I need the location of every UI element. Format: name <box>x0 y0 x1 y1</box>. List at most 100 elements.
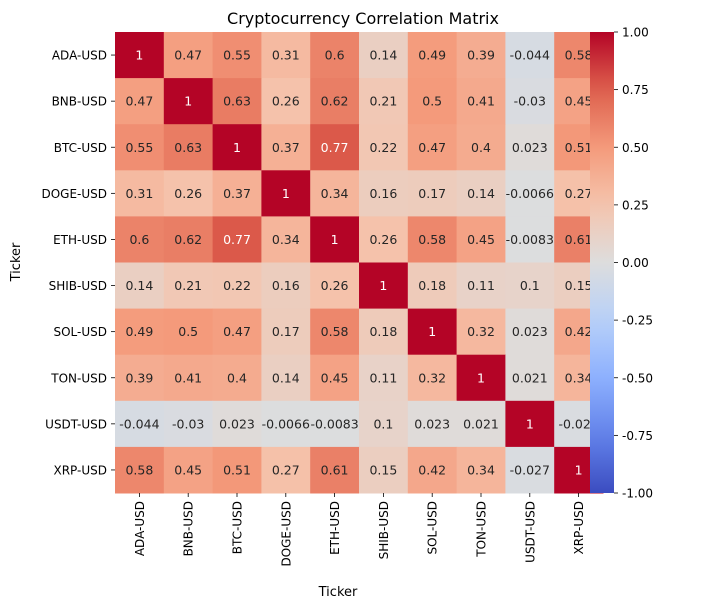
heatmap-cell <box>261 170 311 217</box>
heatmap-cell <box>359 400 409 448</box>
cell-value-label: -0.027 <box>558 416 598 431</box>
cell-value-label: 1 <box>526 416 534 431</box>
heatmap-cell <box>359 216 409 263</box>
colorbar-tick-label: 0.75 <box>622 83 649 97</box>
heatmap-cell <box>212 446 262 494</box>
cell-value-label: 0.021 <box>512 370 548 385</box>
heatmap-cell <box>456 170 506 217</box>
heatmap-cell <box>505 446 555 494</box>
cell-value-label: 0.47 <box>125 94 153 109</box>
cell-value-label: 0.27 <box>272 462 300 477</box>
cell-value-label: 0.21 <box>369 94 397 109</box>
cell-value-label: -0.0083 <box>310 416 358 431</box>
heatmap-cell <box>163 170 214 217</box>
heatmap-cell <box>212 308 262 356</box>
heatmap-cell <box>505 124 555 171</box>
heatmap-cell <box>115 124 165 171</box>
cell-value-label: 0.6 <box>325 48 345 63</box>
heatmap-cell <box>261 262 311 310</box>
cell-value-label: 0.42 <box>565 324 593 339</box>
cell-value-label: 0.16 <box>272 278 300 293</box>
heatmap-cell <box>310 354 360 402</box>
y-tick-label: SOL-USD <box>53 325 107 339</box>
cell-value-label: 0.22 <box>223 278 251 293</box>
cell-value-label: 0.22 <box>369 140 397 155</box>
cell-value-label: 0.61 <box>321 462 349 477</box>
colorbar-tick-label: -0.25 <box>622 314 653 328</box>
heatmap-cell <box>163 216 214 263</box>
cell-value-label: 0.023 <box>512 140 548 155</box>
cell-value-label: 0.021 <box>463 416 499 431</box>
cell-value-label: 0.77 <box>223 232 251 247</box>
cell-value-label: 0.1 <box>373 416 393 431</box>
heatmap-cell <box>359 308 409 356</box>
heatmap-cell <box>212 78 262 125</box>
cell-value-label: 0.31 <box>125 186 153 201</box>
heatmap-cell <box>456 32 506 79</box>
heatmap-cell <box>505 400 555 448</box>
heatmap-cell <box>310 78 360 125</box>
cell-value-label: 0.49 <box>418 48 446 63</box>
heatmap-cell <box>212 262 262 310</box>
cell-value-label: 0.63 <box>223 94 251 109</box>
cell-value-label: 1 <box>575 462 583 477</box>
cell-value-label: 0.16 <box>369 186 397 201</box>
y-tick-label: SHIB-USD <box>49 279 107 293</box>
cell-value-label: 0.21 <box>174 278 202 293</box>
colorbar-tick-label: 0.00 <box>622 256 649 270</box>
y-tick-label: DOGE-USD <box>41 187 107 201</box>
cell-value-label: 0.5 <box>178 324 198 339</box>
y-axis-label: Ticker <box>9 242 24 282</box>
heatmap-cell <box>212 124 262 171</box>
heatmap-cell <box>456 308 506 356</box>
heatmap-cell <box>163 446 214 494</box>
cell-value-label: 1 <box>331 232 339 247</box>
colorbar: 1.00 0.75 0.50 0.25 0.00 -0.25 -0.50 -0.75 -1.00 <box>590 26 653 501</box>
y-tick-label: XRP-USD <box>53 463 107 477</box>
cell-value-label: 0.45 <box>467 232 495 247</box>
heatmap-cell <box>261 124 311 171</box>
y-tick-label: BTC-USD <box>54 141 107 155</box>
y-tick-label: USDT-USD <box>45 417 107 431</box>
y-tick-label: BNB-USD <box>52 95 107 109</box>
heatmap-cell <box>456 354 506 402</box>
heatmap-cell <box>456 262 506 310</box>
cell-value-label: 0.023 <box>414 416 450 431</box>
cell-value-label: 0.58 <box>418 232 446 247</box>
cell-value-label: 0.17 <box>418 186 446 201</box>
x-tick-label: ETH-USD <box>328 501 342 555</box>
heatmap-cell <box>261 308 311 356</box>
heatmap-cell <box>115 446 165 494</box>
heatmap-cell <box>115 216 165 263</box>
colorbar-tick-label: 0.50 <box>622 141 649 155</box>
heatmap-cell <box>407 78 458 125</box>
heatmap-cell <box>310 308 360 356</box>
heatmap-cell <box>505 216 555 263</box>
heatmap-cells: 1 0.47 0.55 0.31 0.6 0.14 0.49 0.39 -0.044 0.58 0.… <box>115 32 604 494</box>
heatmap-cell <box>505 262 555 310</box>
x-tick-label: BNB-USD <box>182 501 196 556</box>
cell-value-label: 0.34 <box>565 370 593 385</box>
heatmap-cell <box>261 400 311 448</box>
cell-value-label: 0.47 <box>223 324 251 339</box>
cell-value-label: 0.26 <box>272 94 300 109</box>
heatmap-cell <box>212 354 262 402</box>
heatmap-cell <box>505 170 555 217</box>
cell-value-label: 0.51 <box>223 462 251 477</box>
heatmap-cell <box>407 400 458 448</box>
heatmap-cell <box>359 446 409 494</box>
cell-value-label: 0.51 <box>565 140 593 155</box>
heatmap-cell <box>456 400 506 448</box>
colorbar-tick-label: -0.75 <box>622 429 653 443</box>
heatmap-cell <box>310 124 360 171</box>
heatmap-cell <box>163 78 214 125</box>
y-tick-label: ETH-USD <box>53 233 107 247</box>
cell-value-label: -0.044 <box>119 416 159 431</box>
heatmap-cell <box>407 262 458 310</box>
x-tick-label: DOGE-USD <box>279 501 293 567</box>
heatmap-cell <box>456 446 506 494</box>
cell-value-label: 0.1 <box>520 278 540 293</box>
heatmap-cell <box>310 446 360 494</box>
cell-value-label: 0.58 <box>565 48 593 63</box>
cell-value-label: 0.39 <box>125 370 153 385</box>
